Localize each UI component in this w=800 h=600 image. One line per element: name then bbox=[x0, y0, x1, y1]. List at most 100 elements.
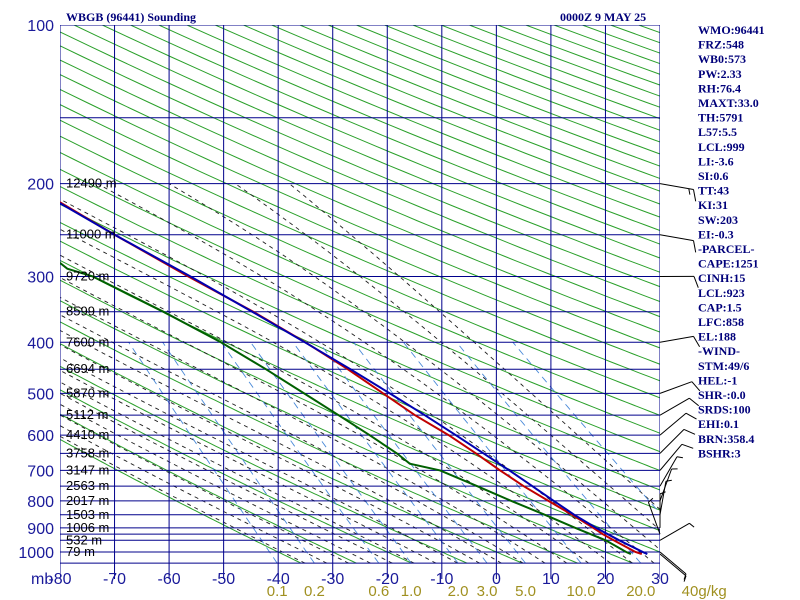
index-line: MAXT:33.0 bbox=[698, 96, 759, 110]
moist-adiabat bbox=[60, 392, 393, 564]
dry-adiabat bbox=[60, 59, 660, 318]
index-line: BRN:358.4 bbox=[698, 432, 754, 446]
index-line: SW:203 bbox=[698, 213, 738, 227]
index-line: STM:49/6 bbox=[698, 359, 749, 373]
dry-adiabat bbox=[60, 74, 660, 333]
temperature-tick-label: -80 bbox=[48, 571, 71, 588]
mixing-ratio-label: 5.0 bbox=[515, 583, 536, 600]
dry-adiabat bbox=[60, 389, 413, 564]
index-line: SI:0.6 bbox=[698, 169, 728, 183]
index-line: EHI:0.1 bbox=[698, 417, 739, 431]
mixing-ratio-line bbox=[250, 342, 412, 564]
index-line: HEL:-1 bbox=[698, 373, 737, 387]
height-labels: 12490 m 11000 m 9720 m 8599 m 7600 m 6694 m 58… bbox=[66, 176, 117, 559]
moist-adiabat bbox=[60, 329, 502, 564]
dry-adiabat bbox=[60, 104, 660, 365]
index-line: L57:5.5 bbox=[698, 125, 737, 139]
pressure-tick-label: 500 bbox=[27, 386, 54, 403]
moist-adiabat bbox=[96, 183, 655, 564]
height-label: 3758 m bbox=[66, 445, 109, 460]
temperature-tick-label: -50 bbox=[212, 571, 235, 588]
index-line: CINH:15 bbox=[698, 271, 745, 285]
dry-adiabat bbox=[60, 135, 660, 399]
moist-adiabat bbox=[60, 198, 633, 564]
wind-barb-flag bbox=[689, 397, 700, 407]
dry-adiabat bbox=[60, 438, 302, 564]
wind-barb-flag bbox=[685, 412, 697, 420]
moist-adiabat bbox=[60, 314, 524, 564]
wind-barb-staff bbox=[659, 381, 693, 394]
wind-barb-flag bbox=[648, 497, 654, 503]
wind-barb-flag bbox=[681, 443, 694, 449]
wind-barb-flag bbox=[676, 456, 683, 459]
dry-adiabat bbox=[60, 203, 660, 472]
wind-barb bbox=[659, 234, 697, 253]
height-label: 4410 m bbox=[66, 427, 109, 442]
height-label: 1006 m bbox=[66, 520, 109, 535]
dry-adiabat bbox=[60, 119, 660, 382]
mixing-ratio-label: 3.0 bbox=[477, 583, 498, 600]
height-label: 12490 m bbox=[66, 176, 117, 191]
wind-barb-staff bbox=[659, 522, 690, 541]
wind-barb-flag bbox=[693, 189, 697, 202]
temperature-tick-label: 0 bbox=[492, 571, 501, 588]
mixing-ratio-line bbox=[318, 342, 488, 564]
dry-adiabat bbox=[60, 45, 660, 303]
wind-barb bbox=[659, 335, 701, 347]
wind-barb bbox=[659, 468, 678, 502]
index-line: EI:-0.3 bbox=[698, 227, 734, 241]
mixing-ratio-label: 0.1 bbox=[267, 583, 288, 600]
chart-title: WBGB (96441) Sounding bbox=[66, 10, 196, 24]
index-line: -WIND- bbox=[698, 344, 740, 358]
pressure-tick-label: 1000 bbox=[18, 545, 54, 562]
temperature-tick-label: -20 bbox=[376, 571, 399, 588]
wind-barb-flag bbox=[691, 381, 701, 392]
wind-barb-staff bbox=[659, 553, 687, 577]
index-line: LCL:999 bbox=[698, 140, 745, 154]
wind-barb bbox=[659, 183, 697, 202]
moist-adiabat bbox=[289, 183, 660, 511]
pressure-tick-label: 700 bbox=[27, 463, 54, 480]
indices-panel: WMO:96441FRZ:548WB0:573PW:2.33RH:76.4MAX… bbox=[698, 23, 765, 460]
chart-datetime: 0000Z 9 MAY 25 bbox=[560, 10, 646, 24]
index-line: WMO:96441 bbox=[698, 23, 765, 37]
temperature-tick-label: -70 bbox=[103, 571, 126, 588]
wind-barb-staff bbox=[659, 443, 683, 471]
dry-adiabat bbox=[60, 151, 660, 416]
index-line: PW:2.33 bbox=[698, 67, 742, 81]
dry-adiabat bbox=[60, 259, 660, 532]
index-line: CAP:1.5 bbox=[698, 300, 742, 314]
mixing-ratio-line bbox=[456, 342, 642, 564]
wind-barb-flag bbox=[693, 276, 699, 288]
index-line: SHR-:0.0 bbox=[698, 388, 746, 402]
height-label: 9720 m bbox=[66, 268, 109, 283]
mixing-ratio-labels: 0.1 0.2 0.6 1.0 2.0 3.0 5.0 10.0 20.0 40g/kg bbox=[267, 583, 727, 600]
pressure-tick-label: 300 bbox=[27, 269, 54, 286]
height-label: 2563 m bbox=[66, 478, 109, 493]
moist-adiabat bbox=[60, 254, 589, 564]
wind-barb-staff bbox=[647, 502, 661, 535]
index-line: TH:5791 bbox=[698, 111, 743, 125]
dry-adiabat bbox=[60, 365, 468, 564]
wind-barb-flag bbox=[689, 522, 695, 528]
wind-barb bbox=[659, 428, 696, 454]
isotherms bbox=[60, 25, 660, 579]
wind-barb bbox=[659, 412, 697, 436]
pressure-tick-label: 200 bbox=[27, 177, 54, 194]
index-line: SRDS:100 bbox=[698, 403, 751, 417]
temperature-tick-label: -10 bbox=[430, 571, 453, 588]
wind-barb-staff bbox=[659, 397, 690, 416]
moist-adiabat bbox=[60, 425, 328, 564]
dry-adiabat bbox=[60, 221, 660, 491]
height-label: 5112 m bbox=[66, 407, 108, 422]
pressure-tick-label: 800 bbox=[27, 494, 54, 511]
mixing-ratio-label: 2.0 bbox=[448, 583, 469, 600]
dry-adiabat bbox=[102, 25, 660, 259]
index-line: -PARCEL- bbox=[698, 242, 754, 256]
wind-barb bbox=[659, 553, 687, 582]
dry-adiabat bbox=[60, 88, 660, 349]
dry-adiabat bbox=[73, 25, 660, 273]
wind-barb-staff bbox=[659, 468, 673, 502]
moist-adiabat bbox=[60, 414, 349, 564]
